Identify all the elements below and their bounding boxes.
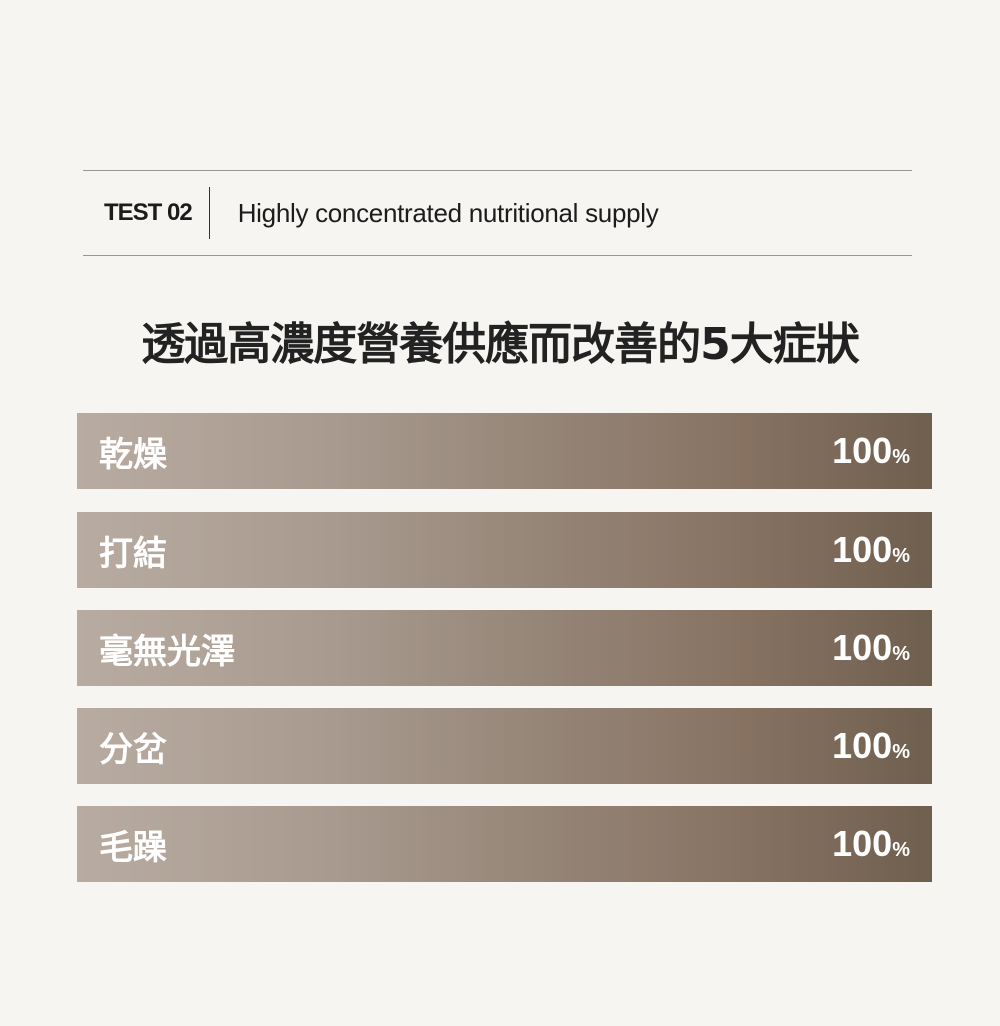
- test-subtitle: Highly concentrated nutritional supply: [237, 197, 659, 228]
- symptom-label: 乾燥: [99, 434, 167, 475]
- symptom-label: 打結: [99, 533, 167, 574]
- symptom-label: 分岔: [99, 729, 167, 770]
- symptom-label: 毫無光澤: [99, 631, 235, 672]
- symptom-value: 100%: [832, 627, 910, 669]
- symptom-bar: 乾燥 100%: [77, 413, 932, 489]
- symptom-bar: 毫無光澤 100%: [77, 610, 932, 686]
- value-unit: %: [892, 839, 910, 861]
- symptom-label: 毛躁: [99, 827, 167, 868]
- symptom-value: 100%: [832, 529, 910, 571]
- test-label: TEST 02: [104, 199, 193, 226]
- vertical-divider: [208, 187, 210, 239]
- value-unit: %: [892, 446, 910, 468]
- symptom-value: 100%: [832, 725, 910, 767]
- symptom-bar: 毛躁 100%: [77, 806, 932, 882]
- test-header: TEST 02 Highly concentrated nutritional …: [83, 171, 912, 255]
- symptom-bar: 分岔 100%: [77, 708, 932, 784]
- value-unit: %: [892, 545, 910, 567]
- symptom-bar: 打結 100%: [77, 512, 932, 588]
- value-number: 100: [832, 725, 893, 766]
- value-number: 100: [832, 627, 893, 668]
- value-number: 100: [832, 529, 893, 570]
- top-divider: [83, 170, 912, 171]
- symptom-value: 100%: [832, 823, 910, 865]
- value-number: 100: [832, 430, 893, 471]
- page-title: 透過高濃度營養供應而改善的5大症狀: [141, 319, 860, 370]
- value-unit: %: [892, 643, 910, 665]
- bottom-divider: [83, 255, 912, 256]
- symptom-value: 100%: [832, 430, 910, 472]
- value-unit: %: [892, 741, 910, 763]
- value-number: 100: [832, 823, 893, 864]
